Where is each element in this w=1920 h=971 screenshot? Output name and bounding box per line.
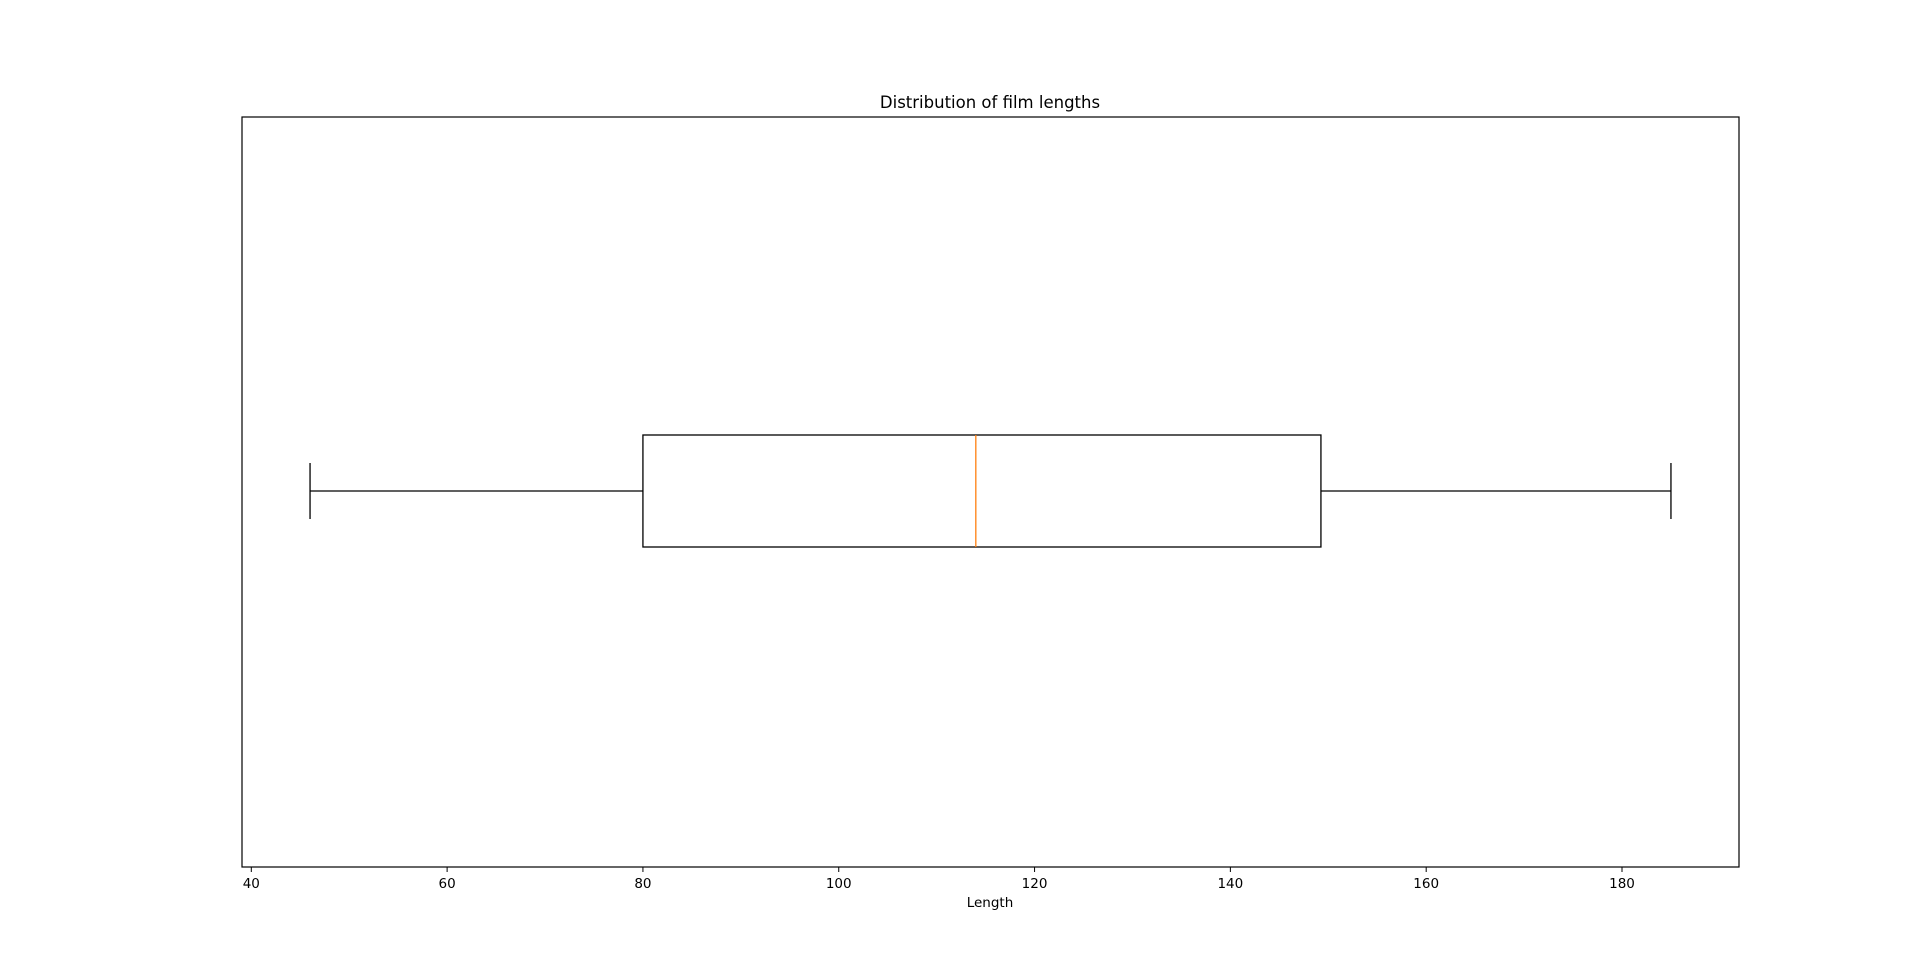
x-tick-label: 40 (243, 876, 260, 892)
interquartile-box (642, 434, 1322, 548)
x-tick-label: 160 (1413, 876, 1439, 892)
box-plot-series (309, 434, 1672, 548)
x-axis-ticks: 40 60 80 100 120 140 160 180 (243, 867, 1635, 892)
x-tick-label: 60 (439, 876, 456, 892)
x-tick-label: 80 (634, 876, 651, 892)
chart-title: Distribution of film lengths (880, 93, 1100, 112)
x-axis-label: Length (967, 895, 1014, 911)
x-tick-label: 140 (1217, 876, 1243, 892)
x-tick-label: 120 (1022, 876, 1048, 892)
plot-area-frame (241, 116, 1740, 868)
x-tick-label: 180 (1609, 876, 1635, 892)
x-tick-label: 100 (826, 876, 852, 892)
